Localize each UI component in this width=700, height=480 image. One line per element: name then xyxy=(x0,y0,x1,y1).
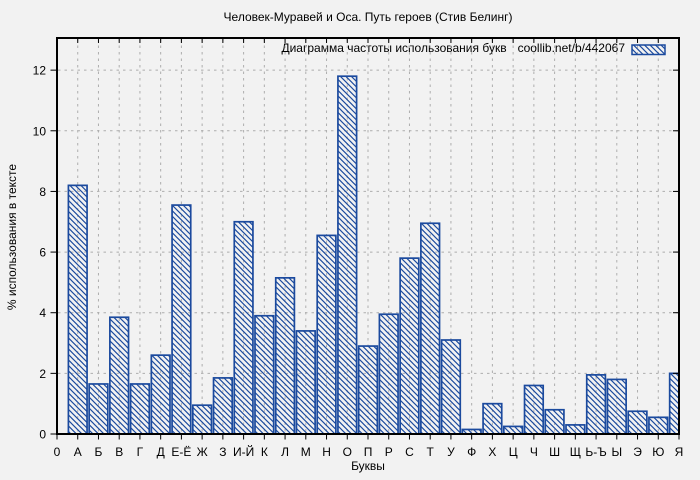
x-tick-label: И-Й xyxy=(233,444,254,459)
x-tick-label: С xyxy=(405,445,414,459)
x-tick-label: Ч xyxy=(530,445,538,459)
x-axis-title: Буквы xyxy=(351,459,385,473)
bar-Б xyxy=(88,383,109,434)
legend-label: Диаграмма частоты использования букв xyxy=(281,41,507,55)
bar-Ы xyxy=(606,378,627,434)
y-tick-label: 6 xyxy=(39,246,46,260)
bar-Э xyxy=(627,410,648,434)
bar-О xyxy=(337,75,358,434)
x-tick-label: М xyxy=(301,445,311,459)
chart-title: Человек-Муравей и Оса. Путь героев (Стив… xyxy=(223,10,513,24)
bar-Ч xyxy=(523,384,545,434)
bar-В xyxy=(109,316,130,434)
legend: Диаграмма частоты использования букв cool… xyxy=(0,41,625,55)
bar-Ц xyxy=(502,425,524,434)
bar-П xyxy=(357,345,379,434)
bar-Е-Ё xyxy=(171,204,192,434)
x-tick-label: Н xyxy=(322,445,331,459)
bars-group xyxy=(67,75,679,434)
x-tick-label: Ф xyxy=(467,445,476,459)
x-tick-label: Б xyxy=(95,445,103,459)
x-tick-label: З xyxy=(219,445,226,459)
x-tick-label: Р xyxy=(385,445,393,459)
bar-Ш xyxy=(544,408,565,434)
bar-Ж xyxy=(191,404,213,434)
bar-Н xyxy=(316,234,337,434)
bar-С xyxy=(399,257,420,434)
bar-И-Й xyxy=(233,220,254,434)
bar-Г xyxy=(129,383,151,434)
x-tick-label: Ш xyxy=(549,445,560,459)
x-tick-label: Ж xyxy=(197,445,208,459)
x-tick-label: Ь-Ъ xyxy=(585,445,606,459)
bar-У xyxy=(440,339,462,434)
bar-Ю xyxy=(648,416,669,434)
x-tick-label: Д xyxy=(157,445,165,459)
bar-Щ xyxy=(565,424,586,434)
x-tick-label: Ц xyxy=(509,445,518,459)
bar-А xyxy=(67,184,88,434)
legend-source-link: coollib.net/b/442067 xyxy=(517,41,625,55)
x-tick-label: П xyxy=(364,445,373,459)
x-tick-label: О xyxy=(343,445,352,459)
bar-З xyxy=(212,377,234,434)
x-tick-label: Т xyxy=(427,445,435,459)
y-tick-label: 8 xyxy=(39,185,46,199)
x-tick-label: 0 xyxy=(54,445,61,459)
x-tick-label: Ы xyxy=(611,445,622,459)
bar-Х xyxy=(482,402,503,434)
bar-Р xyxy=(378,313,399,434)
bar-Ь-Ъ xyxy=(585,374,607,434)
x-tick-label: Щ xyxy=(570,445,581,459)
y-tick-label: 12 xyxy=(33,64,47,78)
y-tick-label: 0 xyxy=(39,428,46,442)
x-tick-label: Я xyxy=(675,445,684,459)
x-tick-label: А xyxy=(74,445,82,459)
bar-М xyxy=(295,330,316,434)
y-tick-label: 4 xyxy=(39,306,46,320)
x-tick-label: В xyxy=(115,445,123,459)
x-tick-label: Х xyxy=(488,445,496,459)
x-tick-label: Э xyxy=(633,445,642,459)
x-tick-label: Г xyxy=(137,445,144,459)
x-tick-label: К xyxy=(261,445,268,459)
bar-К xyxy=(254,314,275,434)
y-tick-label: 2 xyxy=(39,367,46,381)
x-tick-label: Ю xyxy=(652,445,664,459)
y-tick-label: 10 xyxy=(33,124,47,138)
x-tick-label: Л xyxy=(281,445,289,459)
bar-Д xyxy=(150,354,171,434)
x-tick-label: Е-Ё xyxy=(171,445,191,459)
y-axis-title: % использования в тексте xyxy=(5,163,19,311)
x-tick-label: У xyxy=(447,445,455,459)
bar-Т xyxy=(420,222,441,434)
bar-Л xyxy=(274,276,296,434)
legend-swatch-icon xyxy=(631,44,666,56)
